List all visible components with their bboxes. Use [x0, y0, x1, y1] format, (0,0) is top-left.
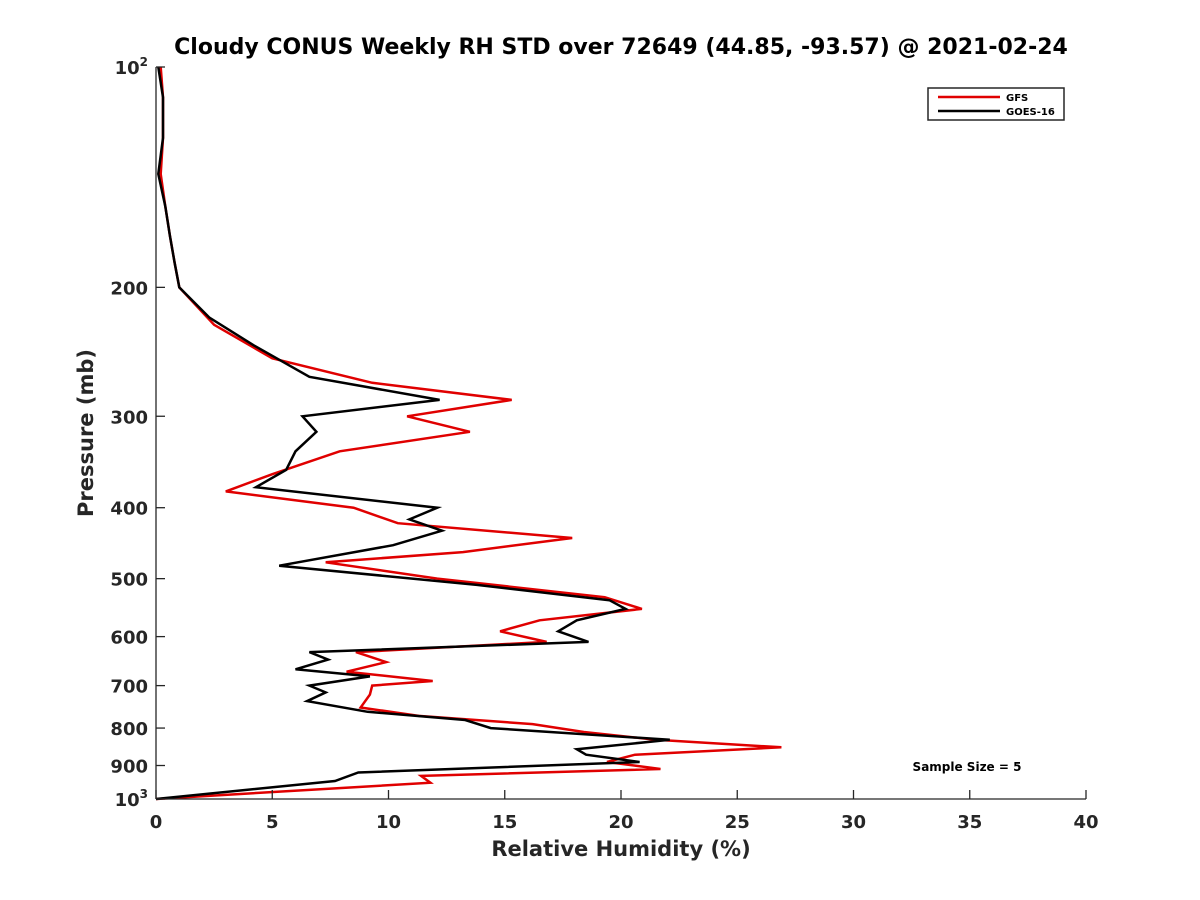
y-tick-label: 200 — [110, 278, 148, 299]
x-tick-label: 25 — [725, 812, 750, 833]
y-tick-label: 102 — [115, 55, 148, 79]
x-tick-label: 0 — [150, 812, 163, 833]
series-line-goes16 — [155, 66, 670, 801]
y-axis-label: Pressure (mb) — [74, 349, 98, 517]
series-line-gfs — [155, 66, 782, 801]
x-tick-label: 15 — [492, 812, 517, 833]
y-tick-label: 600 — [110, 628, 148, 649]
x-tick-label: 20 — [608, 812, 633, 833]
x-axis-label: Relative Humidity (%) — [491, 837, 750, 861]
chart-title: Cloudy CONUS Weekly RH STD over 72649 (4… — [174, 35, 1068, 60]
x-tick-label: 35 — [957, 812, 982, 833]
y-tick-label: 300 — [110, 407, 148, 428]
y-tick-label: 800 — [110, 719, 148, 740]
x-tick-label: 40 — [1073, 812, 1098, 833]
legend-label-goes16: GOES-16 — [1006, 107, 1055, 118]
y-tick-label: 400 — [110, 499, 148, 520]
legend: GFS GOES-16 — [927, 87, 1065, 121]
x-tick-label: 10 — [376, 812, 401, 833]
y-tick-label: 103 — [115, 787, 148, 811]
y-tick-label: 900 — [110, 757, 148, 778]
plot-area: 0 5 10 15 20 25 30 35 40 102 200 300 400 500 600 700 800… — [110, 55, 1098, 833]
x-tick-label: 5 — [266, 812, 279, 833]
y-tick-label: 700 — [110, 677, 148, 698]
sample-size-annotation: Sample Size = 5 — [913, 760, 1022, 774]
legend-box — [927, 87, 1065, 121]
y-tick-label: 500 — [110, 570, 148, 591]
legend-label-gfs: GFS — [1006, 93, 1028, 104]
x-tick-label: 30 — [841, 812, 866, 833]
